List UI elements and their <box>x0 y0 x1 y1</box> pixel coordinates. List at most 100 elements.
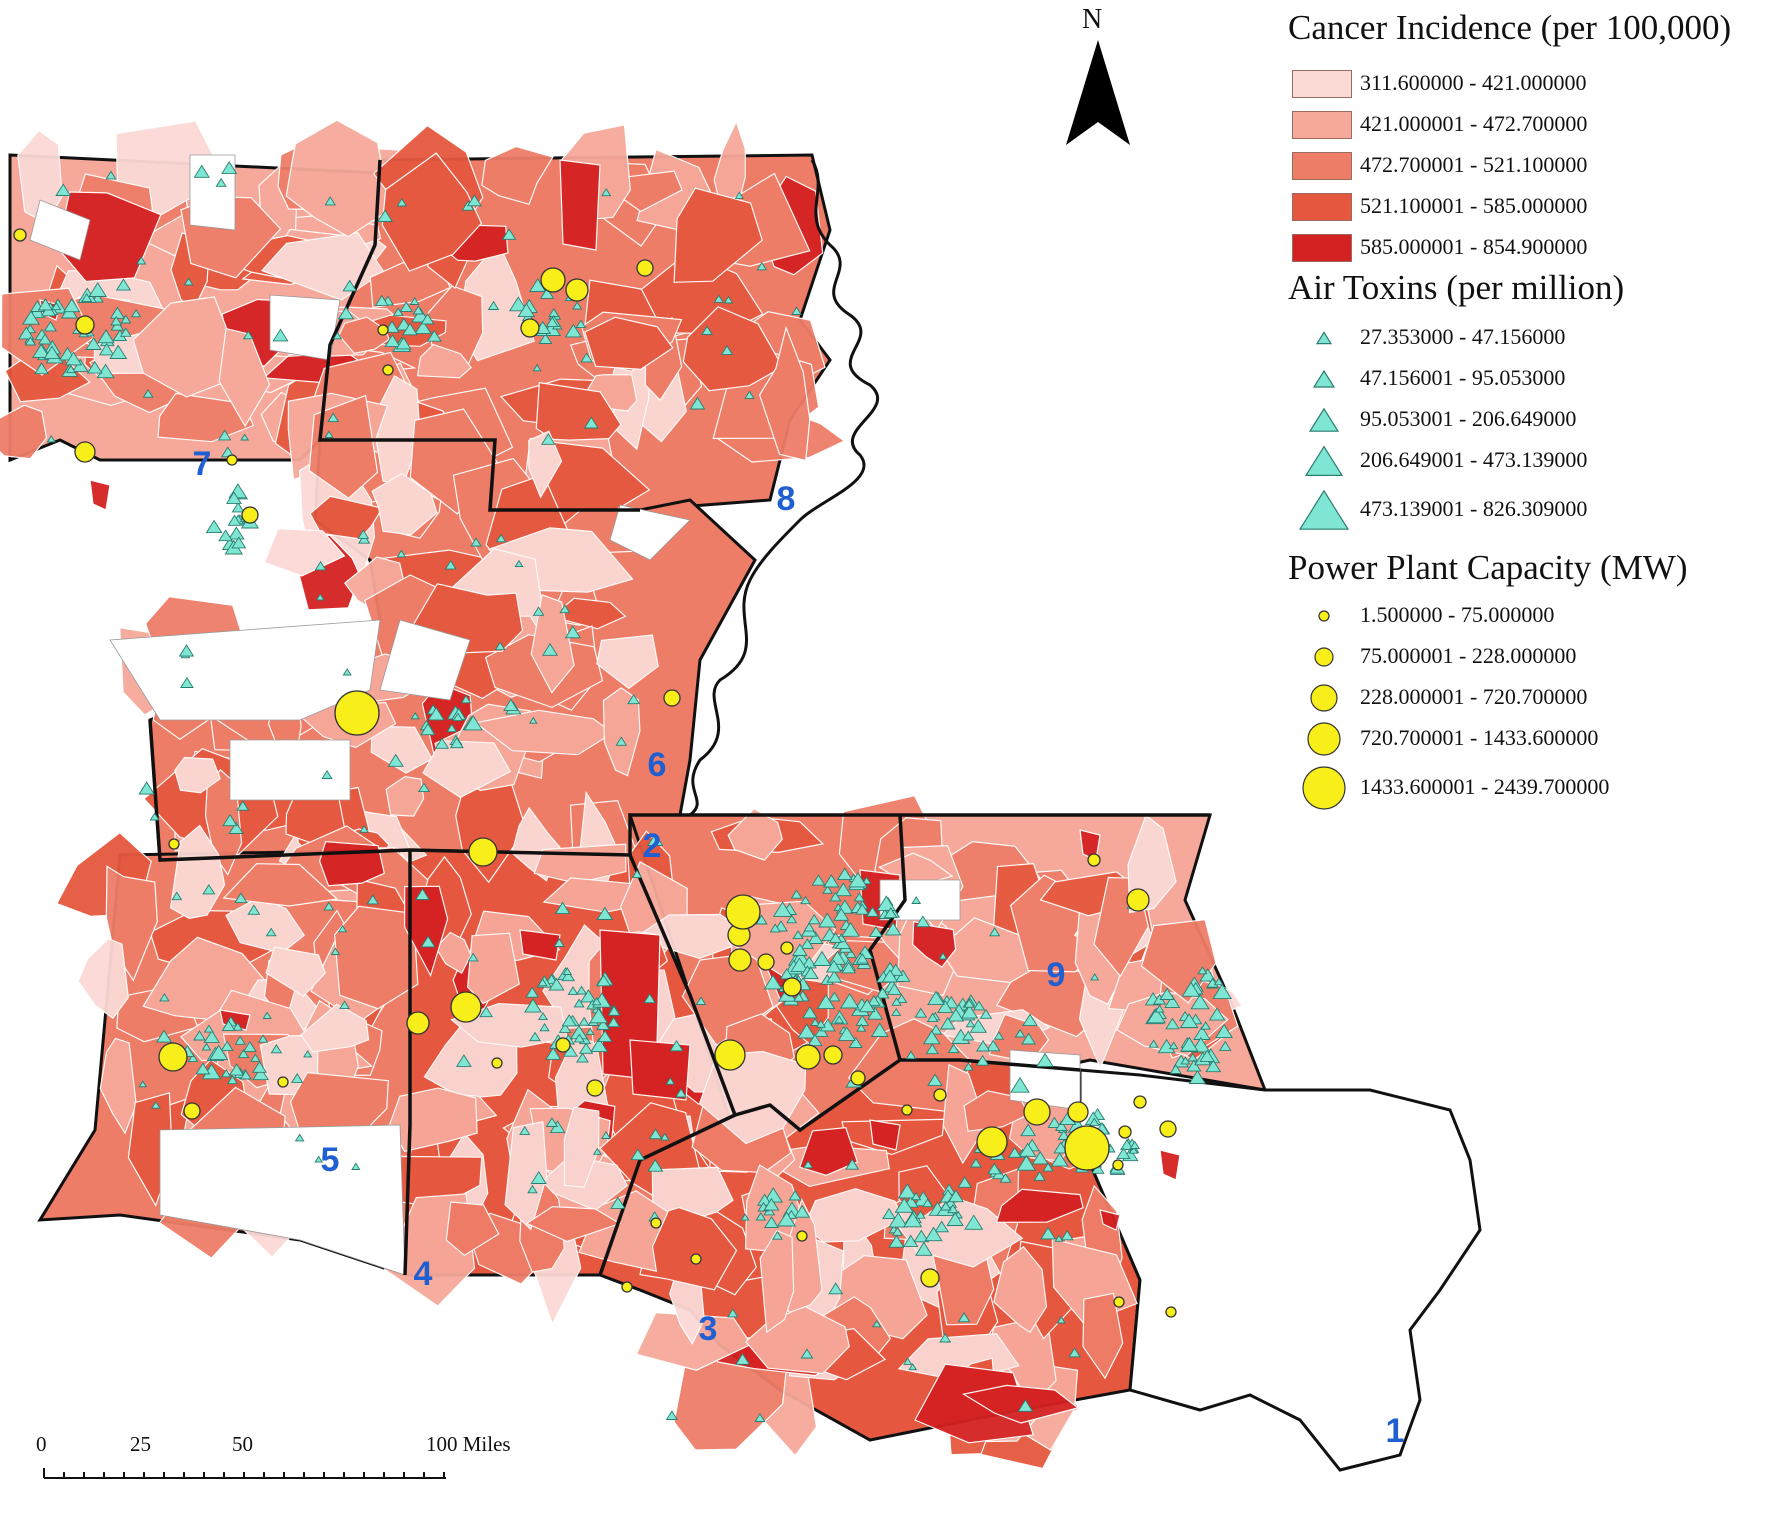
nodata-patch <box>379 619 471 701</box>
air-toxin-marker <box>339 1000 351 1010</box>
legend-cancer-swatch <box>1292 193 1352 221</box>
circle-icon <box>1310 684 1338 712</box>
air-toxin-marker <box>999 1173 1012 1183</box>
air-toxin-marker <box>876 895 896 911</box>
air-toxin-marker <box>576 1052 589 1063</box>
air-toxin-marker <box>159 993 170 1002</box>
air-toxin-marker <box>1053 1141 1069 1154</box>
region-border <box>318 159 640 512</box>
legend-cancer-label: 521.100001 - 585.000000 <box>1360 193 1588 218</box>
census-tract <box>445 1201 500 1257</box>
air-toxin-marker <box>754 1412 766 1422</box>
air-toxin-marker <box>964 1214 984 1230</box>
air-toxin-marker <box>573 1033 586 1043</box>
census-tract-high <box>629 1039 691 1101</box>
air-toxin-marker <box>585 1027 595 1035</box>
air-toxin-marker <box>828 991 841 1002</box>
air-toxin-marker <box>1116 1147 1131 1160</box>
air-toxin-marker <box>314 560 327 571</box>
scale-bar-label: 50 <box>232 1432 253 1456</box>
air-toxin-marker <box>225 491 242 504</box>
air-toxin-marker <box>578 1016 590 1026</box>
census-tract <box>759 1229 795 1334</box>
air-toxin-marker <box>332 331 343 340</box>
census-tract-high <box>559 159 601 251</box>
power-plant-marker <box>13 228 27 242</box>
census-tract <box>584 316 674 370</box>
air-toxin-marker <box>202 883 216 895</box>
air-toxin-marker <box>178 644 195 657</box>
air-toxin-marker <box>800 938 815 949</box>
air-toxin-marker <box>330 947 341 955</box>
census-tract <box>385 775 425 817</box>
air-toxin-marker <box>596 906 614 920</box>
region-label: 6 <box>648 746 667 784</box>
air-toxin-marker <box>735 1352 751 1365</box>
legend-title-cancer: Cancer Incidence (per 100,000) <box>1288 8 1732 47</box>
air-toxin-marker <box>812 950 832 966</box>
air-toxin-marker <box>865 906 880 917</box>
nodata-patch <box>109 619 381 721</box>
air-toxin-marker <box>695 996 707 1005</box>
air-toxin-marker <box>1180 1036 1199 1052</box>
census-tract-high <box>1099 1209 1121 1231</box>
air-toxin-marker <box>1021 1032 1037 1045</box>
air-toxin-marker <box>315 593 325 601</box>
census-tract <box>563 1106 600 1188</box>
air-toxin-marker <box>891 1007 902 1016</box>
air-toxin-marker <box>791 306 802 315</box>
air-toxin-marker <box>86 360 103 374</box>
air-toxin-marker <box>1187 1052 1199 1062</box>
air-toxin-marker <box>558 1022 572 1033</box>
air-toxin-marker <box>538 332 553 344</box>
air-toxin-marker <box>792 930 804 940</box>
air-toxin-marker <box>1050 1152 1069 1167</box>
legend-cancer-swatch <box>1292 70 1352 98</box>
air-toxin-marker <box>627 693 641 705</box>
air-toxin-marker <box>537 1012 549 1021</box>
air-toxin-marker <box>541 433 556 445</box>
legend-cancer-row: 585.000001 - 854.900000 <box>1288 232 1768 264</box>
air-toxin-marker <box>24 336 37 346</box>
nodata-patch <box>229 739 351 801</box>
air-toxin-marker <box>63 298 81 313</box>
air-toxin-marker <box>972 1000 986 1011</box>
air-toxin-marker <box>420 935 436 948</box>
air-toxin-marker <box>96 363 115 379</box>
air-toxin-marker <box>1179 1013 1199 1028</box>
air-toxin-marker <box>756 261 768 271</box>
air-toxin-marker <box>220 1040 234 1052</box>
air-toxin-marker <box>630 1148 646 1161</box>
air-toxin-marker <box>203 1029 220 1043</box>
power-plant-marker <box>565 278 589 302</box>
air-toxin-marker <box>525 986 540 998</box>
legend-air-label: 473.139001 - 826.309000 <box>1360 496 1588 521</box>
region-border <box>403 850 412 1276</box>
air-toxin-marker <box>597 1029 613 1043</box>
air-toxin-marker <box>81 292 93 303</box>
air-toxin-marker <box>392 307 404 317</box>
air-toxin-marker <box>888 1234 905 1248</box>
region-label: 7 <box>193 445 212 483</box>
air-toxin-marker <box>591 997 602 1006</box>
air-toxin-marker <box>1208 1007 1226 1021</box>
air-toxin-marker <box>822 874 840 888</box>
air-toxin-marker <box>858 998 876 1013</box>
air-toxin-marker <box>97 329 115 344</box>
air-toxin-marker <box>801 955 817 969</box>
north-arrow-icon <box>1066 40 1130 145</box>
power-plant-marker <box>976 1126 1008 1158</box>
air-toxin-marker <box>647 1158 664 1172</box>
power-plant-marker <box>540 267 566 293</box>
air-toxin-marker <box>763 974 783 990</box>
air-toxin-marker <box>384 334 401 348</box>
legend-power-label: 1.500000 - 75.000000 <box>1360 602 1555 627</box>
air-toxin-marker <box>891 997 902 1006</box>
air-toxin-marker <box>926 1012 939 1023</box>
air-toxin-marker <box>811 874 826 886</box>
air-toxin-marker <box>1054 1234 1064 1242</box>
power-plant-marker <box>714 1039 746 1071</box>
air-toxin-marker <box>351 1162 361 1170</box>
air-toxin-marker <box>537 978 548 987</box>
